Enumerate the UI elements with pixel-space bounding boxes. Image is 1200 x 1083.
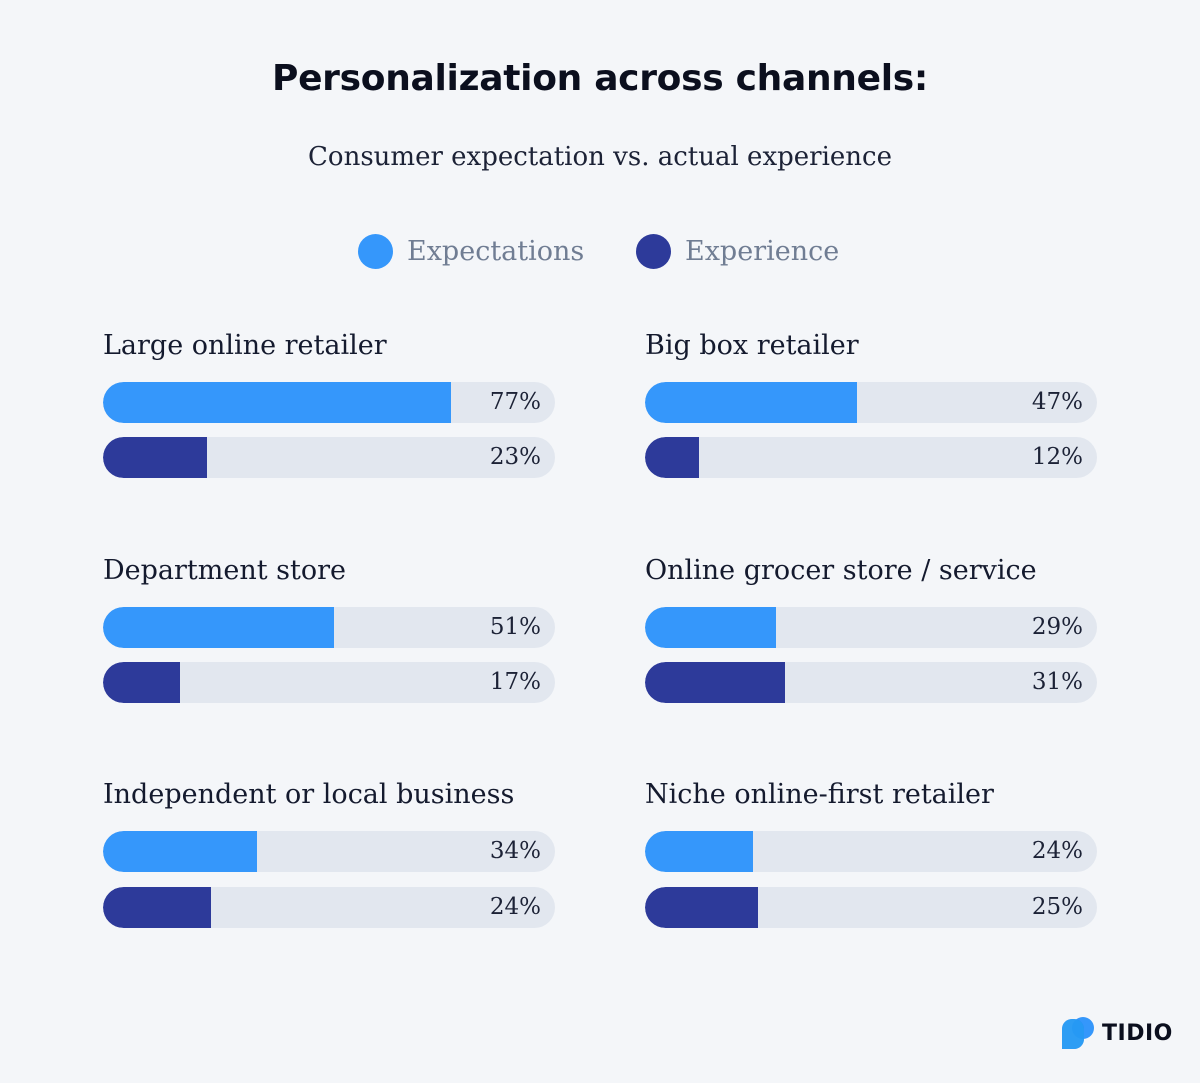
bar-expectations-independent-or-local-business — [103, 831, 257, 872]
bar-track-experience: 31% — [645, 662, 1097, 703]
bar-experience-big-box-retailer — [645, 437, 700, 478]
bar-track-expectations: 51% — [103, 607, 555, 648]
bar-experience-large-online-retailer — [103, 437, 207, 478]
legend-item-experience: Experience — [636, 232, 839, 270]
data-label-experience: 23% — [489, 444, 541, 470]
chart-title: Personalization across channels: — [271, 58, 928, 99]
bar-expectations-big-box-retailer — [645, 382, 858, 423]
bar-expectations-department-store — [103, 607, 334, 648]
bar-track-experience: 12% — [645, 437, 1097, 478]
legend-swatch-experience — [636, 233, 671, 269]
bar-track-expectations: 24% — [645, 831, 1097, 872]
brand-logo: TIDIO — [1062, 1016, 1173, 1050]
chart-subtitle: Consumer expectation vs. actual experien… — [308, 142, 892, 172]
legend-label-expectations: Expectations — [407, 235, 585, 267]
data-label-experience: 12% — [1031, 444, 1083, 470]
panel-title: Big box retailer — [645, 330, 859, 361]
data-label-experience: 17% — [489, 669, 541, 695]
bar-expectations-online-grocer-store-service — [645, 607, 777, 648]
data-label-expectations: 29% — [1031, 614, 1083, 640]
legend-item-expectations: Expectations — [358, 232, 584, 270]
bar-track-expectations: 77% — [103, 382, 555, 423]
data-label-expectations: 77% — [489, 389, 541, 415]
legend-label-experience: Experience — [685, 235, 840, 267]
bar-track-experience: 24% — [103, 887, 555, 928]
bar-experience-online-grocer-store-service — [645, 662, 786, 703]
bar-experience-independent-or-local-business — [103, 887, 212, 928]
bar-experience-department-store — [103, 662, 180, 703]
panel-title: Large online retailer — [103, 330, 387, 361]
panel-title: Department store — [103, 555, 347, 586]
panel-title: Online grocer store / service — [645, 555, 1037, 586]
panel-title: Niche online-first retailer — [645, 779, 994, 810]
data-label-experience: 31% — [1031, 669, 1083, 695]
data-label-expectations: 51% — [489, 614, 541, 640]
bar-experience-niche-online-first-retailer — [645, 887, 758, 928]
data-label-expectations: 47% — [1031, 389, 1083, 415]
bar-track-experience: 25% — [645, 887, 1097, 928]
bar-track-expectations: 34% — [103, 831, 555, 872]
data-label-experience: 24% — [489, 894, 541, 920]
brand-name: TIDIO — [1102, 1020, 1173, 1046]
data-label-experience: 25% — [1031, 894, 1083, 920]
bar-track-experience: 17% — [103, 662, 555, 703]
tidio-logo-icon — [1062, 1017, 1094, 1049]
bar-track-expectations: 29% — [645, 607, 1097, 648]
bar-track-experience: 23% — [103, 437, 555, 478]
data-label-expectations: 34% — [489, 838, 541, 864]
panel-title: Independent or local business — [103, 779, 515, 810]
legend-swatch-expectations — [358, 233, 393, 269]
bar-expectations-large-online-retailer — [103, 382, 452, 423]
bar-expectations-niche-online-first-retailer — [645, 831, 754, 872]
bar-track-expectations: 47% — [645, 382, 1097, 423]
data-label-expectations: 24% — [1031, 838, 1083, 864]
